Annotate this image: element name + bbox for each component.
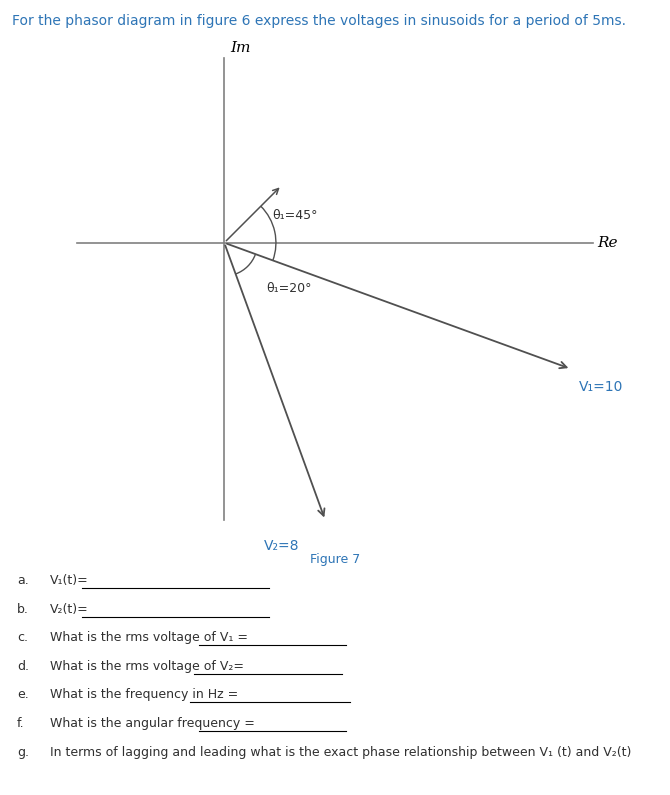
Text: g.: g. (17, 746, 29, 758)
Text: d.: d. (17, 660, 29, 673)
Text: θ₁=45°: θ₁=45° (272, 209, 318, 223)
Text: e.: e. (17, 688, 29, 701)
Text: c.: c. (17, 631, 27, 644)
Text: a.: a. (17, 574, 29, 587)
Text: V₁=10: V₁=10 (578, 380, 623, 394)
Text: b.: b. (17, 603, 29, 615)
Text: Figure 7: Figure 7 (310, 553, 360, 565)
Text: Re: Re (597, 236, 618, 250)
Text: f.: f. (17, 717, 24, 730)
Text: θ₁=20°: θ₁=20° (267, 281, 312, 294)
Text: What is the rms voltage of V₁ =: What is the rms voltage of V₁ = (50, 631, 249, 644)
Text: Im: Im (230, 41, 251, 55)
Text: In terms of lagging and leading what is the exact phase relationship between V₁ : In terms of lagging and leading what is … (50, 746, 632, 758)
Text: V₁(t)=: V₁(t)= (50, 574, 89, 587)
Text: V₂=8: V₂=8 (264, 539, 299, 553)
Text: For the phasor diagram in figure 6 express the voltages in sinusoids for a perio: For the phasor diagram in figure 6 expre… (12, 14, 626, 29)
Text: V₂(t)=: V₂(t)= (50, 603, 89, 615)
Text: What is the frequency in Hz =: What is the frequency in Hz = (50, 688, 239, 701)
Text: What is the rms voltage of V₂=: What is the rms voltage of V₂= (50, 660, 245, 673)
Text: What is the angular frequency =: What is the angular frequency = (50, 717, 255, 730)
